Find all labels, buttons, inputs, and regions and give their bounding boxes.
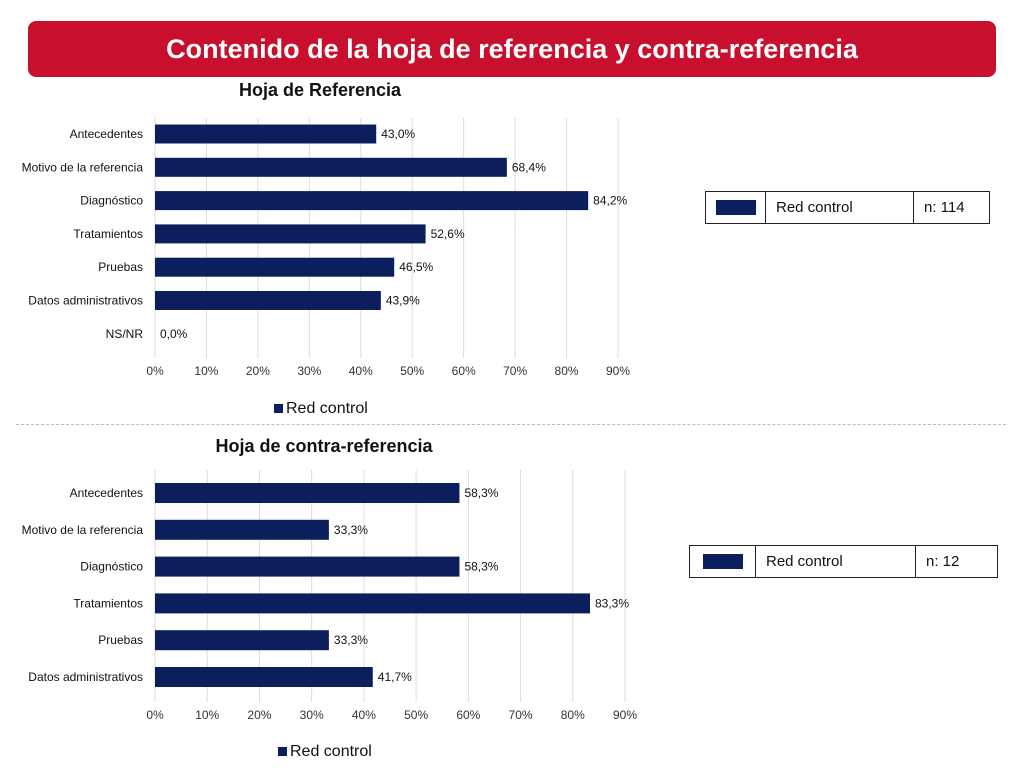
x-tick-label: 60% [456,708,480,722]
chart-title: Hoja de contra-referencia [215,436,433,456]
x-tick-label: 50% [404,708,428,722]
x-tick-label: 10% [194,364,218,378]
category-label: Motivo de la referencia [22,523,144,537]
bar [155,483,460,503]
page-title: Contenido de la hoja de referencia y con… [166,33,858,64]
x-tick-label: 90% [613,708,637,722]
data-label: 52,6% [431,227,465,241]
legend-swatch [715,200,756,215]
x-tick-label: 80% [555,364,579,378]
legend-table-reference: Red control n: 114 [705,191,990,224]
legend-swatch [702,554,743,569]
x-tick-label: 90% [606,364,630,378]
legend-label: Red control [286,400,368,417]
legend-label: Red control [290,743,372,760]
data-label: 41,7% [378,670,412,684]
bar [155,191,589,211]
legend-swatch-cell [706,192,766,223]
category-label: Datos administrativos [28,294,143,308]
x-tick-label: 70% [509,708,533,722]
bar [155,157,507,177]
data-label: 43,0% [381,127,415,141]
x-tick-label: 40% [349,364,373,378]
category-label: Pruebas [98,260,143,274]
data-label: 33,3% [334,633,368,647]
data-label: 0,0% [160,327,188,341]
data-label: 58,3% [464,486,498,500]
legend-table-counter-reference: Red control n: 12 [689,545,998,578]
category-label: Datos administrativos [28,670,143,684]
data-label: 46,5% [399,260,433,274]
x-tick-label: 20% [247,708,271,722]
x-tick-label: 60% [452,364,476,378]
category-label: NS/NR [106,327,144,341]
category-label: Diagnóstico [80,194,143,208]
category-label: Motivo de la referencia [22,160,144,174]
legend-swatch [274,404,283,413]
chart-title: Hoja de Referencia [239,80,402,100]
legend-label: Red control [756,546,916,577]
x-tick-label: 0% [146,708,164,722]
category-label: Tratamientos [73,596,143,610]
category-label: Diagnóstico [80,560,143,574]
x-tick-label: 50% [400,364,424,378]
category-label: Tratamientos [73,227,143,241]
x-tick-label: 30% [300,708,324,722]
title-banner: Contenido de la hoja de referencia y con… [28,21,996,77]
category-label: Antecedentes [70,127,143,141]
bar [155,593,591,614]
reference-chart: Hoja de Referencia 0% 10% 20% 30% 40% 50% 60% 70… [22,80,631,417]
x-tick-label: 40% [352,708,376,722]
x-tick-label: 80% [561,708,585,722]
data-label: 84,2% [593,194,627,208]
x-tick-label: 0% [146,364,164,378]
category-label: Pruebas [98,633,143,647]
bar [155,556,460,577]
x-tick-label: 20% [246,364,270,378]
data-label: 43,9% [386,294,420,308]
bar [155,291,381,310]
legend-label: Red control [766,192,914,223]
counter-reference-chart: Hoja de contra-referencia 0% 10% 20% 30% 40% 5… [22,436,638,760]
section-divider [16,424,1006,425]
data-label: 83,3% [595,596,629,610]
legend-n-count: n: 12 [926,553,960,570]
bar [155,630,329,651]
bar [155,224,426,244]
x-tick-label: 10% [195,708,219,722]
legend-n-count: n: 114 [924,199,965,216]
data-label: 33,3% [334,523,368,537]
data-label: 68,4% [512,160,546,174]
legend-swatch [278,747,287,756]
legend-swatch-cell [690,546,756,577]
x-tick-label: 30% [297,364,321,378]
bar [155,667,373,687]
category-label: Antecedentes [70,486,143,500]
bar [155,257,395,277]
bar [155,124,377,144]
data-label: 58,3% [464,560,498,574]
bar [155,519,329,540]
x-tick-label: 70% [503,364,527,378]
